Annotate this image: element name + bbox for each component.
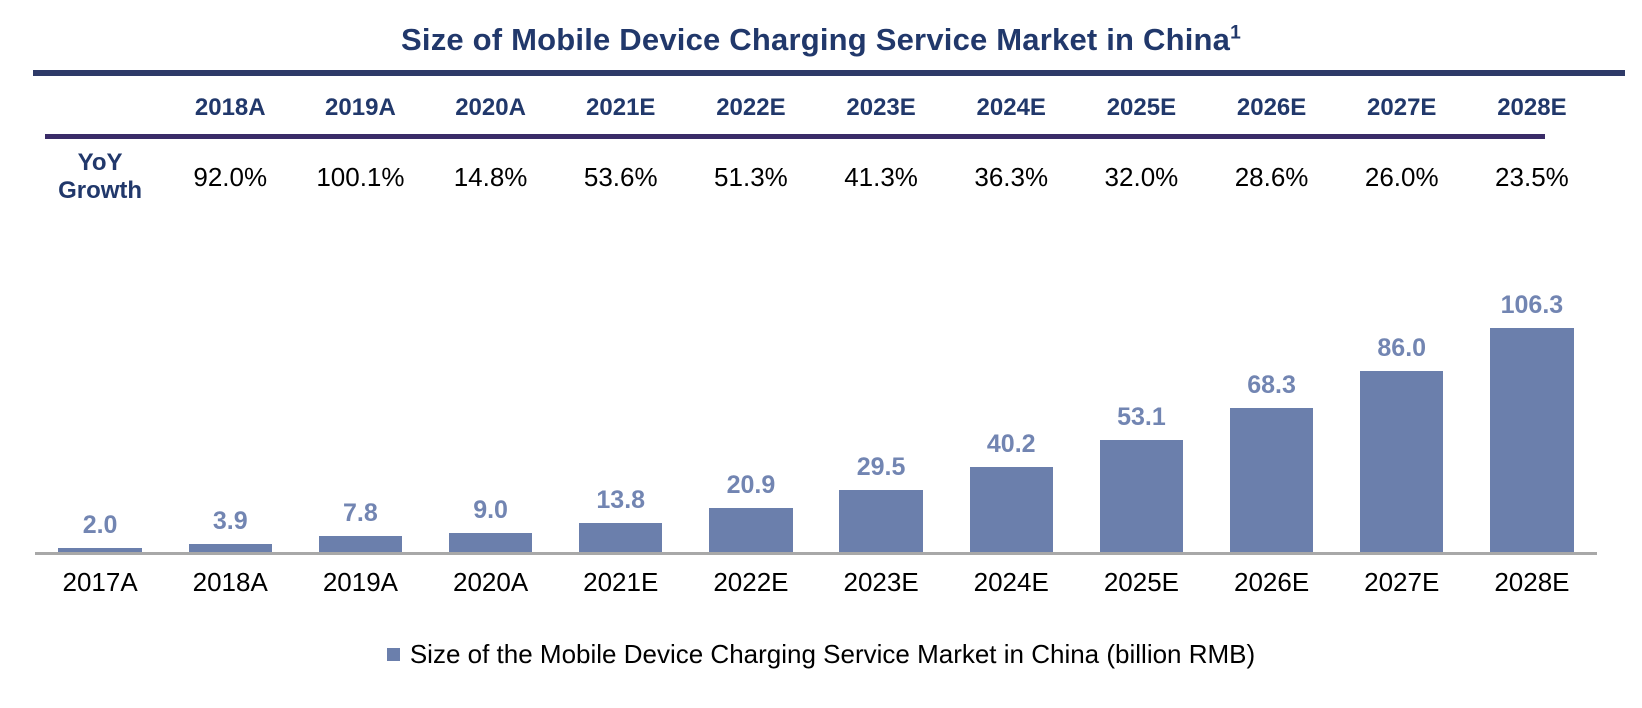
bar-column: 9.0 bbox=[426, 250, 556, 552]
category-label: 2017A bbox=[62, 567, 138, 597]
x-axis-line bbox=[35, 552, 1597, 555]
bar-column: 13.8 bbox=[556, 250, 686, 552]
growth-value-cell: 100.1% bbox=[316, 162, 405, 192]
bar bbox=[1229, 408, 1314, 552]
growth-value-cell: 41.3% bbox=[844, 162, 918, 192]
category-label: 2019A bbox=[322, 567, 398, 597]
bar-column: 40.2 bbox=[946, 250, 1076, 552]
row-label-line2: Growth bbox=[58, 177, 143, 204]
growth-value-cell: 92.0% bbox=[193, 162, 268, 192]
bar bbox=[839, 490, 923, 552]
bar-value-label: 86.0 bbox=[1377, 334, 1427, 362]
growth-value-cell: 28.6% bbox=[1234, 162, 1309, 192]
legend-label: Size of the Mobile Device Charging Servi… bbox=[409, 639, 1256, 669]
bar-value-label: 20.9 bbox=[726, 471, 776, 499]
growth-value-cell: 32.0% bbox=[1104, 162, 1179, 192]
bar-column: 20.9 bbox=[686, 250, 816, 552]
category-label: 2023E bbox=[843, 567, 919, 597]
row-label-line1: YoY bbox=[77, 149, 123, 176]
year-header-cell: 2021E bbox=[586, 94, 656, 121]
bar bbox=[1490, 328, 1574, 552]
bar-value-label: 106.3 bbox=[1500, 291, 1564, 319]
category-label: 2022E bbox=[713, 567, 789, 597]
page-title: Size of Mobile Device Charging Service M… bbox=[401, 22, 1241, 58]
growth-value-cell: 23.5% bbox=[1495, 162, 1569, 192]
bar-column: 106.3 bbox=[1467, 250, 1597, 552]
bar-value-label: 53.1 bbox=[1117, 403, 1166, 431]
bar bbox=[1360, 371, 1444, 552]
bar bbox=[188, 544, 272, 552]
table-header-divider bbox=[45, 134, 1545, 139]
legend: Size of the Mobile Device Charging Servi… bbox=[0, 639, 1642, 669]
row-label-yoy-growth: YoY Growth bbox=[35, 149, 165, 205]
bar bbox=[1099, 440, 1184, 552]
bar-value-label: 9.0 bbox=[473, 496, 508, 524]
bar-column: 2.0 bbox=[35, 250, 165, 552]
year-header-cell: 2027E bbox=[1367, 94, 1437, 121]
bar-column: 3.9 bbox=[165, 250, 295, 552]
bar-value-label: 7.8 bbox=[343, 499, 378, 527]
category-label: 2024E bbox=[973, 567, 1049, 597]
bar-value-label: 68.3 bbox=[1247, 371, 1296, 399]
category-label: 2020A bbox=[452, 567, 529, 597]
category-label: 2026E bbox=[1233, 567, 1310, 597]
bar bbox=[58, 548, 142, 552]
bar-value-label: 3.9 bbox=[212, 507, 248, 535]
growth-value-cell: 14.8% bbox=[453, 162, 528, 192]
bar-value-label: 29.5 bbox=[856, 453, 906, 481]
category-label: 2028E bbox=[1494, 567, 1570, 597]
year-header-cell: 2023E bbox=[846, 94, 916, 121]
table-corner-cell bbox=[35, 94, 165, 122]
footnote-marker: 1 bbox=[1230, 22, 1241, 44]
growth-value-cell: 26.0% bbox=[1364, 162, 1439, 192]
bar-column: 68.3 bbox=[1207, 250, 1337, 552]
year-header-cell: 2024E bbox=[976, 94, 1046, 121]
category-label: 2021E bbox=[583, 567, 659, 597]
legend-marker-icon bbox=[386, 647, 400, 661]
title-row: Size of Mobile Device Charging Service M… bbox=[0, 0, 1642, 58]
plot-area: 2.0 3.9 7.8 9.0 13.8 20.9 29.5 40.2 53.1 68.3 86.0… bbox=[0, 250, 1642, 552]
year-header-cell: 2025E bbox=[1106, 94, 1177, 121]
page-title-text: Size of Mobile Device Charging Service M… bbox=[401, 22, 1231, 57]
bar bbox=[579, 523, 663, 552]
bar-column: 7.8 bbox=[295, 250, 425, 552]
year-header-cell: 2019A bbox=[325, 94, 396, 121]
growth-value-cell: 36.3% bbox=[974, 162, 1049, 192]
year-header-cell: 2018A bbox=[194, 94, 266, 121]
bar-value-label: 2.0 bbox=[82, 511, 118, 539]
table-year-header-row: 2018A 2019A 2020A 2021E 2022E 2023E 2024E 2025E… bbox=[0, 76, 1642, 134]
category-label: 2027E bbox=[1364, 567, 1440, 597]
bar-value-label: 13.8 bbox=[596, 486, 646, 514]
bar bbox=[709, 508, 793, 552]
bar bbox=[448, 533, 533, 552]
growth-value-cell: 51.3% bbox=[714, 162, 788, 192]
category-label: 2018A bbox=[192, 567, 268, 597]
bar-column: 29.5 bbox=[816, 250, 946, 552]
bar-value-label: 40.2 bbox=[986, 430, 1036, 458]
bar-column: 86.0 bbox=[1337, 250, 1467, 552]
category-axis-row: 2017A 2018A 2019A 2020A 2021E 2022E 2023E 2024E… bbox=[0, 555, 1642, 597]
year-header-cell: 2028E bbox=[1497, 94, 1567, 121]
year-header-cell: 2026E bbox=[1236, 94, 1307, 121]
growth-value-cell: 53.6% bbox=[583, 162, 658, 192]
year-header-cell: 2022E bbox=[716, 94, 786, 121]
year-header-cell: 2020A bbox=[455, 94, 526, 121]
bar-column: 53.1 bbox=[1076, 250, 1206, 552]
bar bbox=[318, 536, 403, 552]
title-divider bbox=[33, 70, 1625, 76]
table-growth-row: YoY Growth 92.0% 100.1% 14.8% 53.6% 51.3% 41.… bbox=[0, 139, 1642, 215]
bar bbox=[969, 467, 1053, 552]
category-label: 2025E bbox=[1103, 567, 1179, 597]
